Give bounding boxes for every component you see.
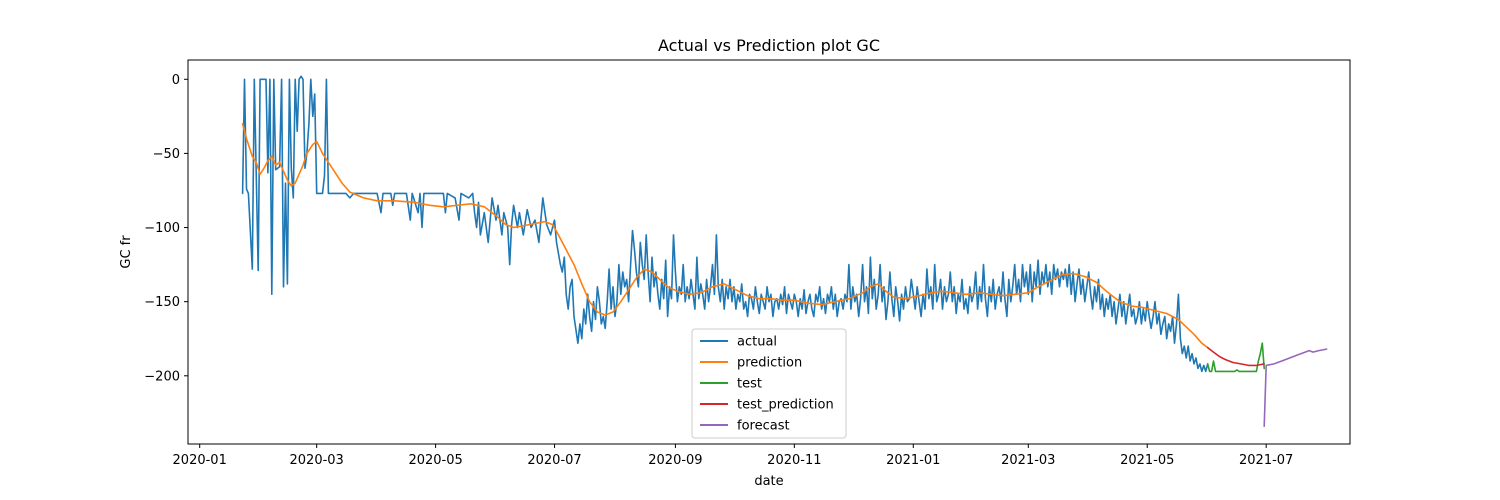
legend-label-actual: actual xyxy=(737,335,777,350)
plot-area: 2020-01 2020-03 2020-05 2020-07 2020-09 2020-… xyxy=(144,59,1351,468)
x-tick-label: 2020-03 xyxy=(290,453,344,468)
legend-items: actual prediction test test_predictionforec… xyxy=(700,335,834,434)
x-tick-label: 2020-05 xyxy=(408,453,462,468)
legend-label-test: test xyxy=(737,377,762,392)
x-axis-label: date xyxy=(754,474,783,489)
x-tick-label: 2020-11 xyxy=(767,453,821,468)
legend-label-test-prediction: test_prediction xyxy=(737,398,834,413)
chart-title: Actual vs Prediction plot GC xyxy=(658,36,880,55)
y-tick-label: −100 xyxy=(144,221,180,236)
legend-box xyxy=(691,328,847,439)
series-line-test xyxy=(1206,342,1265,373)
x-tick-label: 2021-03 xyxy=(1001,453,1055,468)
y-tick-label: −150 xyxy=(144,295,180,310)
x-tick-label: 2020-07 xyxy=(527,453,581,468)
series-line-forecast xyxy=(1263,348,1328,427)
x-axis: 2020-01 2020-03 2020-05 2020-07 2020-09 2020-… xyxy=(173,444,1293,468)
series-line-prediction xyxy=(241,123,1209,349)
series-line-actual xyxy=(241,75,1209,373)
series-line-test-prediction xyxy=(1206,346,1265,367)
axes-frame xyxy=(187,59,1351,445)
x-tick-label: 2021-01 xyxy=(886,453,940,468)
y-axis-label: GC fr xyxy=(119,235,134,269)
y-tick-label: −200 xyxy=(144,369,180,384)
y-axis: 0 −50 −100 −150 −200 xyxy=(144,73,188,384)
x-tick-label: 2021-07 xyxy=(1239,453,1293,468)
legend-label-prediction: prediction xyxy=(737,356,802,371)
legend: actual prediction test test_predictionforec… xyxy=(691,328,847,439)
x-tick-label: 2020-01 xyxy=(173,453,227,468)
y-tick-label: 0 xyxy=(172,73,180,88)
x-tick-label: 2021-05 xyxy=(1120,453,1174,468)
series-layer xyxy=(241,75,1328,427)
y-tick-label: −50 xyxy=(153,147,180,162)
legend-label-forecast: forecast xyxy=(737,419,790,434)
x-tick-label: 2020-09 xyxy=(648,453,702,468)
